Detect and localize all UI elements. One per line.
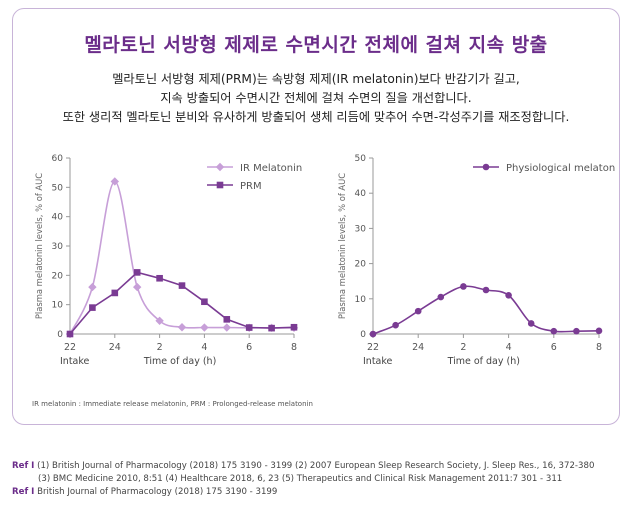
abbreviation-footnote: IR melatonin : Immediate release melaton… bbox=[32, 400, 313, 408]
x-axis-title: Time of day (h) bbox=[447, 356, 520, 367]
data-point bbox=[437, 293, 445, 301]
data-point bbox=[66, 330, 74, 338]
y-tick-label: 10 bbox=[52, 301, 64, 311]
description-line: 지속 방출되어 수면시간 전체에 걸쳐 수면의 질을 개선합니다. bbox=[160, 91, 472, 105]
x-tick-label: 8 bbox=[291, 342, 297, 353]
y-tick-label: 20 bbox=[52, 271, 64, 281]
y-tick-label: 10 bbox=[355, 295, 367, 305]
description-line: 멜라토닌 서방형 제제(PRM)는 속방형 제제(IR melatonin)보다… bbox=[112, 72, 520, 86]
data-point bbox=[505, 291, 512, 299]
ref-tag: Ref I bbox=[12, 487, 35, 497]
ref-tag: Ref I bbox=[12, 461, 35, 471]
intake-label: Intake bbox=[363, 356, 393, 367]
data-point bbox=[482, 286, 490, 294]
y-tick-label: 50 bbox=[52, 183, 64, 193]
data-point bbox=[369, 330, 377, 338]
x-axis-title: Time of day (h) bbox=[143, 356, 216, 367]
data-point bbox=[595, 327, 603, 335]
x-tick-label: 6 bbox=[246, 342, 252, 353]
data-point bbox=[245, 324, 253, 331]
legend-marker bbox=[216, 181, 224, 189]
legend-label: Physiological melatonin bbox=[506, 163, 615, 174]
data-point bbox=[156, 274, 163, 282]
intake-label: Intake bbox=[60, 356, 90, 367]
series-line bbox=[69, 180, 294, 335]
data-point bbox=[155, 316, 164, 325]
data-point bbox=[111, 289, 119, 297]
data-point bbox=[178, 282, 186, 289]
x-tick-label: 8 bbox=[596, 342, 602, 353]
x-tick-label: 24 bbox=[109, 342, 121, 353]
legend-marker bbox=[215, 162, 225, 172]
ref-line: British Journal of Pharmacology (2018) 1… bbox=[37, 487, 278, 497]
ref-line: (3) BMC Medicine 2010, 8:51 (4) Healthca… bbox=[38, 474, 563, 484]
references: Ref I (1) British Journal of Pharmacolog… bbox=[12, 460, 594, 499]
info-card bbox=[12, 8, 620, 425]
x-tick-label: 6 bbox=[551, 342, 557, 353]
data-point bbox=[200, 323, 209, 332]
data-point bbox=[573, 327, 580, 335]
legend-marker bbox=[482, 163, 490, 171]
y-tick-label: 0 bbox=[57, 330, 63, 340]
data-point bbox=[222, 323, 231, 332]
data-point bbox=[110, 177, 119, 186]
data-point bbox=[414, 307, 422, 315]
description: 멜라토닌 서방형 제제(PRM)는 속방형 제제(IR melatonin)보다… bbox=[0, 70, 632, 127]
y-tick-label: 20 bbox=[355, 260, 367, 270]
series-line bbox=[372, 285, 600, 335]
y-axis-title: Plasma melatonin levels, % of AUC bbox=[34, 173, 44, 319]
description-line: 또한 생리적 멜라토닌 분비와 유사하게 방출되어 생체 리듬에 맞추어 수면-… bbox=[62, 110, 570, 124]
ref-line: (1) British Journal of Pharmacology (201… bbox=[37, 461, 595, 471]
legend-label: PRM bbox=[240, 181, 262, 192]
data-point bbox=[290, 323, 298, 331]
y-axis-title: Plasma melatonin levels, % of AUC bbox=[337, 173, 347, 319]
page-title: 멜라토닌 서방형 제제로 수면시간 전체에 걸쳐 지속 방출 bbox=[84, 34, 548, 56]
y-tick-label: 40 bbox=[52, 213, 64, 223]
x-tick-label: 4 bbox=[201, 342, 207, 353]
data-point bbox=[88, 282, 97, 292]
x-tick-label: 4 bbox=[506, 342, 512, 353]
data-point bbox=[527, 320, 535, 327]
data-point bbox=[268, 324, 275, 332]
data-point bbox=[201, 298, 208, 306]
data-point bbox=[133, 282, 142, 292]
data-point bbox=[460, 283, 467, 290]
x-tick-label: 2 bbox=[460, 342, 466, 353]
data-point bbox=[89, 304, 96, 311]
y-tick-label: 0 bbox=[360, 330, 366, 340]
x-tick-label: 22 bbox=[367, 342, 379, 353]
y-tick-label: 30 bbox=[355, 224, 367, 234]
x-tick-label: 22 bbox=[64, 342, 76, 353]
y-tick-label: 30 bbox=[52, 242, 64, 252]
y-tick-label: 40 bbox=[355, 189, 367, 199]
data-point bbox=[392, 321, 399, 329]
x-tick-label: 24 bbox=[412, 342, 424, 353]
data-point bbox=[133, 269, 141, 276]
x-tick-label: 2 bbox=[157, 342, 163, 353]
data-point bbox=[550, 327, 558, 335]
y-tick-label: 60 bbox=[52, 154, 64, 164]
y-tick-label: 50 bbox=[355, 154, 367, 164]
data-point bbox=[223, 316, 231, 323]
legend-label: IR Melatonin bbox=[240, 163, 302, 174]
data-point bbox=[177, 323, 187, 332]
